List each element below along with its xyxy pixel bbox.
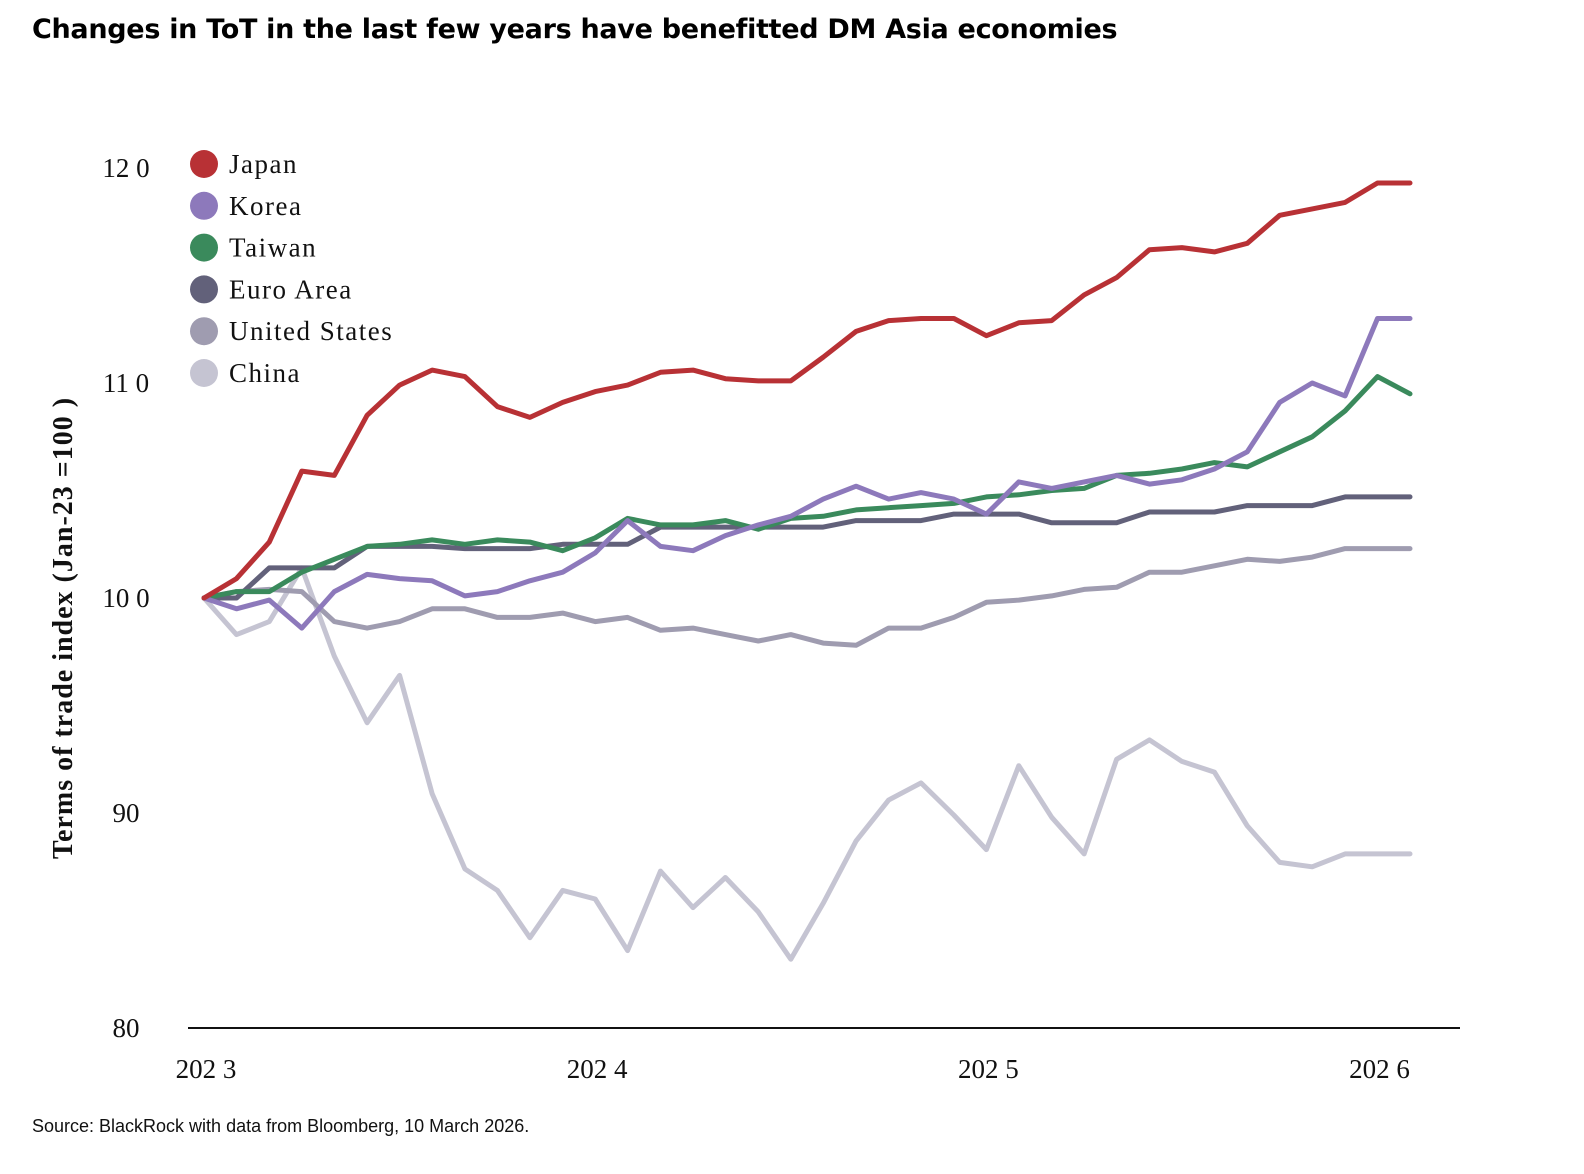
series-line-japan <box>201 180 1413 601</box>
legend-marker-euro-area <box>190 275 218 304</box>
legend-label-korea: Korea <box>229 191 302 221</box>
legend-marker-taiwan <box>190 233 218 262</box>
x-axis-ticks: 202 3 202 4 202 5 202 6 <box>176 1054 1410 1084</box>
y-axis-label: Terms of trade index (Jan-23 =100 ) <box>48 397 79 859</box>
series-line-korea <box>201 316 1413 631</box>
series-line-united-states <box>201 546 1413 648</box>
source-note: Source: BlackRock with data from Bloombe… <box>32 1116 530 1136</box>
series-line-china <box>201 565 1413 962</box>
x-tick-label: 202 4 <box>567 1054 628 1084</box>
y-tick-label: 12 0 <box>102 153 149 183</box>
legend-label-japan: Japan <box>229 149 298 179</box>
y-tick-label: 10 0 <box>102 583 149 613</box>
y-tick-label: 80 <box>113 1013 140 1043</box>
legend-marker-united-states <box>190 317 218 346</box>
legend-marker-japan <box>190 150 218 178</box>
y-axis-ticks: 80 90 10 0 11 0 12 0 <box>102 153 149 1043</box>
legend-marker-korea <box>190 191 218 220</box>
legend-label-euro-area: Euro Area <box>229 274 353 304</box>
x-tick-label: 202 5 <box>958 1054 1019 1084</box>
series-lines <box>201 180 1413 962</box>
legend: Japan Korea Taiwan Euro Area United States Ch… <box>190 149 393 388</box>
series-line-euro-area <box>201 494 1413 601</box>
y-tick-label: 11 0 <box>103 368 149 398</box>
x-tick-label: 202 3 <box>176 1054 237 1084</box>
y-tick-label: 90 <box>113 798 140 828</box>
x-tick-label: 202 6 <box>1349 1054 1410 1084</box>
legend-label-taiwan: Taiwan <box>229 233 317 263</box>
chart-title: Changes in ToT in the last few years hav… <box>32 14 1118 45</box>
legend-label-united-states: United States <box>229 316 393 346</box>
series-line-taiwan <box>201 374 1413 601</box>
legend-marker-china <box>190 359 218 387</box>
legend-label-china: China <box>229 358 301 388</box>
